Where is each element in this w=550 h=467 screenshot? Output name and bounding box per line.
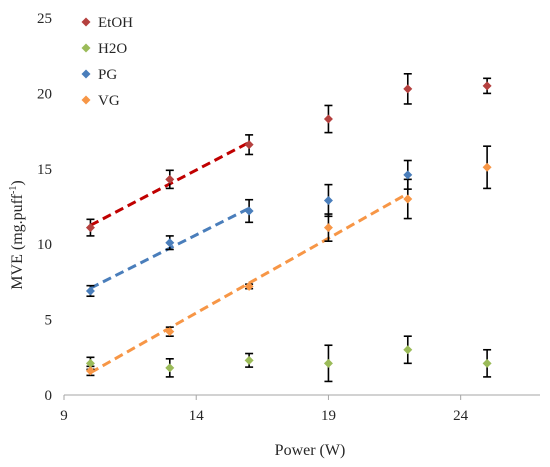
error-bars [86,72,492,383]
point-pg [403,170,413,180]
legend-marker-etoh [81,17,91,27]
point-vg [482,162,492,172]
y-axis-ticks: 0 5 10 15 20 25 [37,11,52,404]
legend-marker-vg [81,95,91,105]
y-axis-title-end: ) [9,180,26,185]
y-tick-label: 20 [37,86,52,102]
x-axis-ticks: 9 14 19 24 [60,395,469,424]
point-etoh [323,114,333,124]
trendlines [89,141,409,374]
point-vg [165,327,175,337]
point-h2o [244,355,254,365]
point-pg [244,206,254,216]
legend-label-vg: VG [98,93,120,109]
x-tick-label: 19 [321,408,336,424]
point-etoh [244,140,254,150]
point-vg [244,281,254,291]
point-pg [165,238,175,248]
point-etoh [85,223,95,233]
point-vg [403,194,413,204]
legend-marker-pg [81,69,91,79]
point-etoh [482,81,492,91]
x-tick-label: 14 [189,408,205,424]
y-axis-title-sup: -1 [8,186,19,194]
y-axis-title: MVE (mg.puff-1) [8,180,26,289]
point-h2o [482,358,492,368]
y-tick-label: 15 [37,162,52,178]
legend-label-pg: PG [98,67,117,83]
x-tick-label: 9 [60,408,68,424]
point-etoh [165,174,175,184]
x-tick-label: 24 [453,408,469,424]
point-pg [85,286,95,296]
data-points [85,81,492,376]
y-tick-label: 5 [45,313,53,329]
point-h2o [165,363,175,373]
y-tick-label: 25 [37,11,52,27]
point-h2o [85,358,95,368]
x-axis-title: Power (W) [275,442,346,459]
point-vg [85,366,95,376]
y-axis-title-main: MVE (mg.puff [9,193,26,289]
legend: EtOH H2O PG VG [81,15,133,109]
y-tick-label: 10 [37,237,52,253]
y-tick-label: 0 [45,388,53,404]
point-vg [323,223,333,233]
point-h2o [323,358,333,368]
legend-marker-h2o [81,43,91,53]
point-etoh [403,84,413,94]
point-h2o [403,345,413,355]
point-pg [323,195,333,205]
legend-label-h2o: H2O [98,41,127,57]
legend-label-etoh: EtOH [98,15,133,31]
